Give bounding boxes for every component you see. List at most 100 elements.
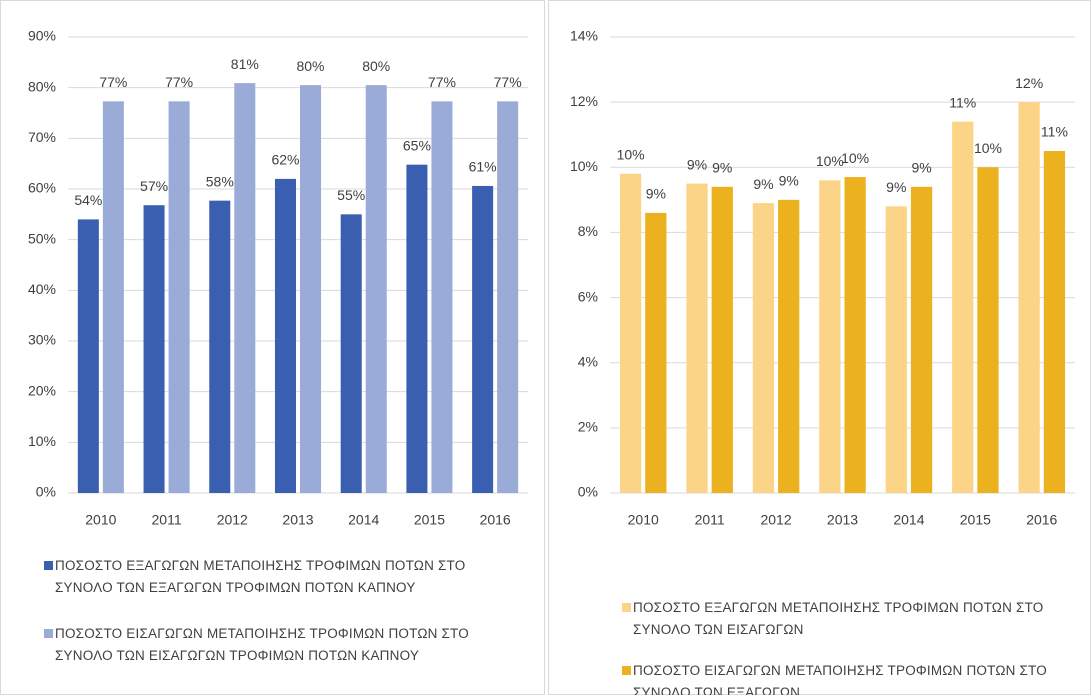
data-label: 12%	[1015, 75, 1043, 91]
y-tick-label: 12%	[570, 93, 598, 109]
legend-label: ΠΟΣΟΣΤΟ ΕΞΑΓΩΓΩΝ ΜΕΤΑΠΟΙΗΣΗΣ ΤΡΟΦΙΜΩΝ ΠΟ…	[633, 600, 1044, 637]
y-tick-label: 20%	[28, 382, 56, 398]
data-label: 10%	[974, 140, 1002, 156]
legend-label: ΠΟΣΟΣΤΟ ΕΙΣΑΓΩΓΩΝ ΜΕΤΑΠΟΙΗΣΗΣ ΤΡΟΦΙΜΩΝ Π…	[633, 663, 1047, 700]
data-label: 80%	[296, 58, 324, 74]
bar	[77, 219, 99, 493]
x-tick-label: 2013	[282, 512, 313, 528]
bar	[102, 101, 124, 493]
data-label: 61%	[469, 159, 497, 175]
bar	[1018, 102, 1040, 494]
data-label: 62%	[271, 152, 299, 168]
x-tick-label: 2015	[414, 512, 445, 528]
data-label: 57%	[140, 178, 168, 194]
bar	[752, 203, 775, 493]
x-tick-label: 2011	[695, 512, 725, 528]
legend-swatch	[622, 603, 631, 612]
data-label: 58%	[206, 173, 234, 189]
data-label: 54%	[74, 192, 102, 208]
data-label: 11%	[949, 94, 976, 110]
bar	[910, 186, 933, 494]
data-label: 10%	[841, 150, 869, 166]
data-label: 77%	[99, 74, 127, 90]
data-label: 77%	[428, 74, 456, 90]
legend-item: ΠΟΣΟΣΤΟ ΕΞΑΓΩΓΩΝ ΜΕΤΑΠΟΙΗΣΗΣ ΤΡΟΦΙΜΩΝ ΠΟ…	[633, 600, 1044, 637]
x-tick-label: 2011	[152, 512, 182, 528]
bar	[778, 199, 800, 493]
bar	[340, 214, 362, 494]
bar	[819, 180, 841, 494]
data-label: 65%	[403, 137, 431, 153]
data-label: 9%	[753, 176, 773, 192]
data-label: 11%	[1041, 124, 1068, 140]
y-tick-label: 0%	[578, 484, 598, 500]
bar	[365, 85, 387, 493]
legend-swatch	[44, 629, 53, 638]
y-tick-label: 30%	[28, 332, 56, 348]
y-tick-label: 4%	[578, 353, 598, 369]
bar	[143, 205, 165, 494]
bar	[234, 83, 256, 494]
bar	[431, 101, 453, 493]
y-tick-label: 80%	[28, 78, 56, 94]
x-tick-label: 2014	[893, 512, 924, 528]
bar	[952, 121, 974, 493]
y-tick-label: 6%	[578, 288, 598, 304]
legend-swatch	[622, 666, 631, 675]
y-tick-label: 50%	[28, 230, 56, 246]
data-label: 9%	[911, 160, 931, 176]
bar	[497, 101, 519, 493]
y-tick-label: 14%	[570, 28, 598, 44]
data-label: 81%	[231, 56, 259, 72]
legend-label: ΠΟΣΟΣΤΟ ΕΞΑΓΩΓΩΝ ΜΕΤΑΠΟΙΗΣΗΣ ΤΡΟΦΙΜΩΝ ΠΟ…	[55, 558, 466, 595]
x-tick-label: 2014	[348, 512, 379, 528]
x-tick-label: 2012	[217, 512, 248, 528]
bar	[885, 206, 907, 493]
legend-item: ΠΟΣΟΣΤΟ ΕΙΣΑΓΩΓΩΝ ΜΕΤΑΠΟΙΗΣΗΣ ΤΡΟΦΙΜΩΝ Π…	[55, 626, 469, 663]
x-tick-label: 2010	[85, 512, 116, 528]
x-tick-label: 2010	[628, 512, 659, 528]
data-label: 77%	[494, 74, 522, 90]
data-label: 9%	[646, 186, 666, 202]
y-tick-label: 10%	[570, 158, 598, 174]
y-tick-label: 10%	[28, 433, 56, 449]
bar	[1043, 151, 1066, 493]
legend-item: ΠΟΣΟΣΤΟ ΕΞΑΓΩΓΩΝ ΜΕΤΑΠΟΙΗΣΗΣ ΤΡΟΦΙΜΩΝ ΠΟ…	[55, 558, 466, 595]
data-label: 10%	[617, 147, 645, 163]
bar	[844, 177, 866, 494]
legend-label: ΠΟΣΟΣΤΟ ΕΙΣΑΓΩΓΩΝ ΜΕΤΑΠΟΙΗΣΗΣ ΤΡΟΦΙΜΩΝ Π…	[55, 626, 469, 663]
x-tick-label: 2016	[1026, 512, 1057, 528]
data-label: 9%	[712, 160, 732, 176]
bar	[209, 200, 231, 494]
bar	[168, 101, 190, 493]
bar	[711, 186, 733, 494]
bar	[619, 173, 642, 494]
x-tick-label: 2016	[480, 512, 511, 528]
y-tick-label: 8%	[578, 223, 598, 239]
y-tick-label: 70%	[28, 129, 56, 145]
x-tick-label: 2012	[760, 512, 791, 528]
data-label: 10%	[816, 153, 844, 169]
x-tick-label: 2013	[827, 512, 858, 528]
data-label: 55%	[337, 187, 365, 203]
bar	[300, 85, 322, 493]
data-label: 77%	[165, 74, 193, 90]
data-label: 9%	[886, 179, 906, 195]
data-label: 80%	[362, 58, 390, 74]
y-tick-label: 2%	[578, 419, 598, 435]
bar	[472, 185, 494, 493]
y-tick-label: 60%	[28, 180, 56, 196]
legend-swatch	[44, 561, 53, 570]
bar	[686, 183, 708, 494]
legend-item: ΠΟΣΟΣΤΟ ΕΙΣΑΓΩΓΩΝ ΜΕΤΑΠΟΙΗΣΗΣ ΤΡΟΦΙΜΩΝ Π…	[633, 663, 1047, 700]
bar	[274, 178, 296, 493]
bar	[645, 212, 667, 493]
x-tick-label: 2015	[960, 512, 991, 528]
y-tick-label: 90%	[28, 28, 56, 44]
bar	[977, 167, 999, 494]
y-tick-label: 0%	[36, 484, 56, 500]
bar	[406, 164, 428, 493]
data-label: 9%	[687, 156, 707, 172]
y-tick-label: 40%	[28, 281, 56, 297]
